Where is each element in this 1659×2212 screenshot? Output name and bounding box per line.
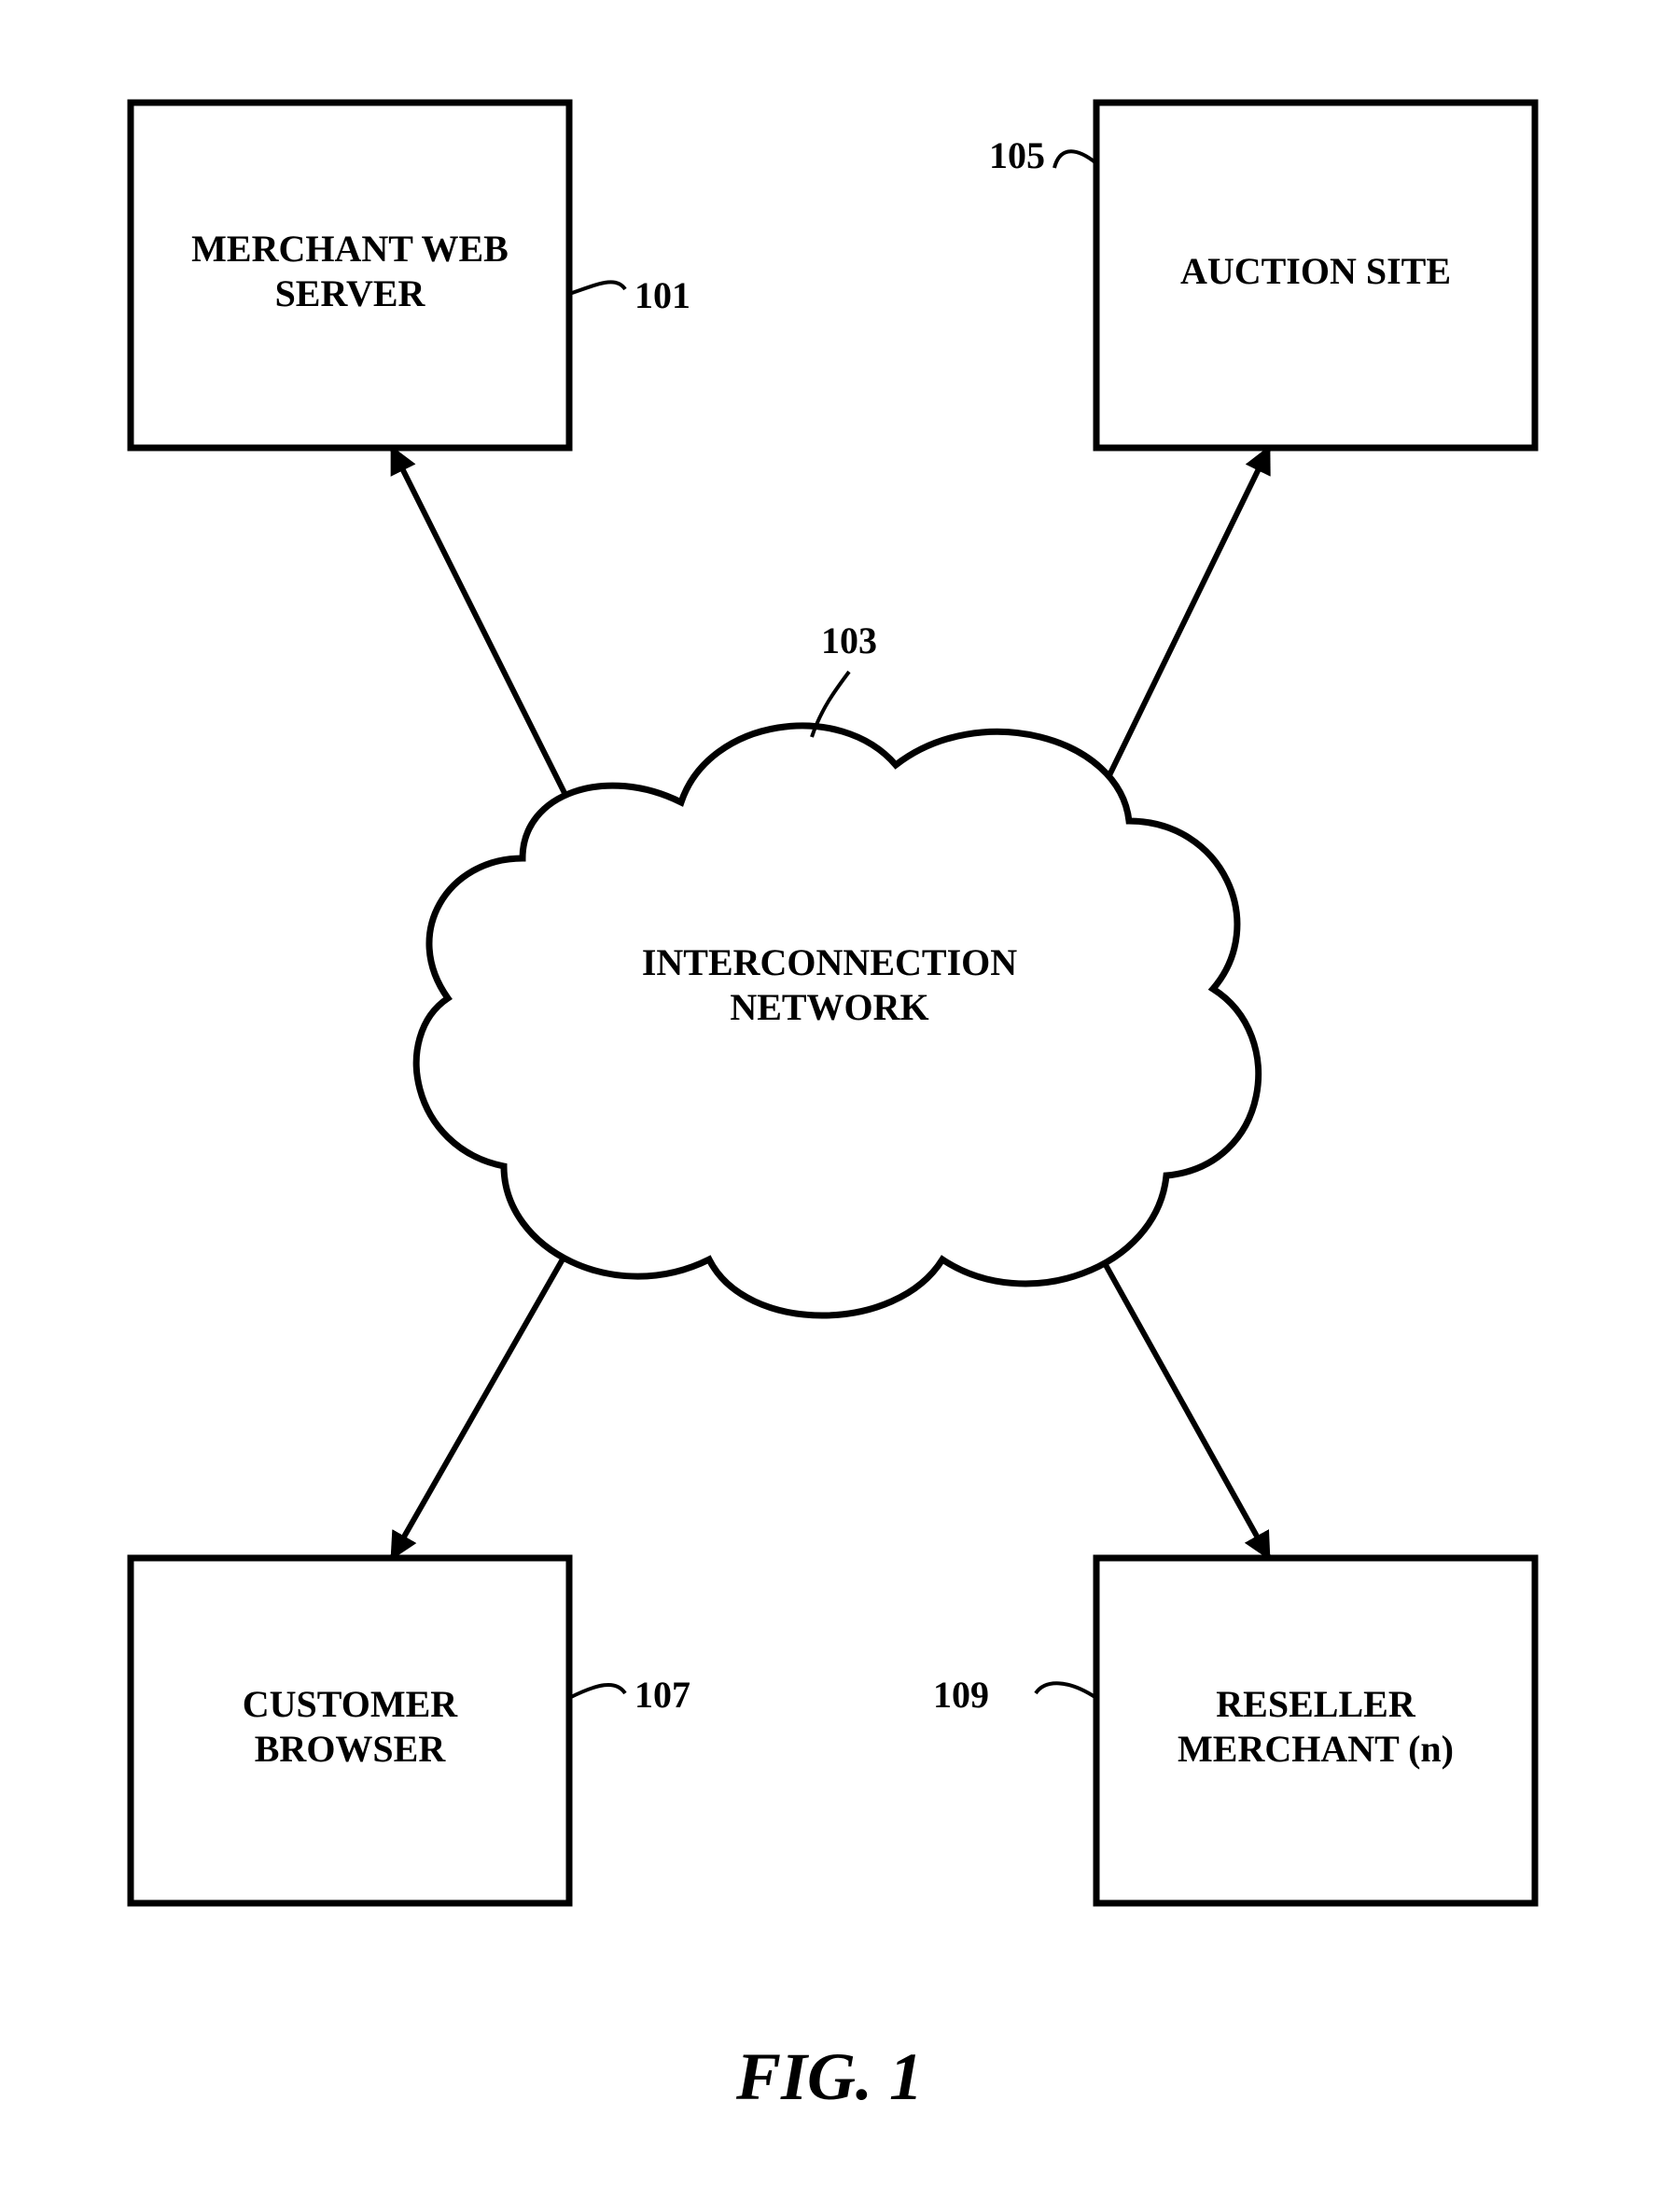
ref-label-auction: 105 [989,134,1045,176]
edge-merchant-cloud [392,448,579,821]
edge-auction-cloud [1092,448,1269,812]
node-cloud-label: NETWORK [730,986,928,1028]
node-reseller-label: RESELLER [1216,1683,1416,1725]
figure-label: FIG. 1 [735,2039,923,2114]
node-customer-label: CUSTOMER [243,1683,459,1725]
node-customer-label: BROWSER [255,1728,447,1770]
ref-label-customer: 107 [634,1674,690,1716]
edge-reseller-cloud [1087,1231,1269,1558]
node-auction-label: AUCTION SITE [1180,250,1451,292]
node-merchant-label: SERVER [275,272,426,314]
ref-label-cloud: 103 [821,619,877,661]
node-reseller-label: MERCHANT (n) [1178,1728,1454,1770]
ref-leader-merchant [569,282,625,294]
ref-label-reseller: 109 [933,1674,989,1716]
node-merchant-label: MERCHANT WEB [191,228,509,270]
ref-label-merchant: 101 [634,274,690,316]
ref-leader-reseller [1036,1683,1096,1698]
node-cloud-label: INTERCONNECTION [642,941,1017,983]
ref-leader-auction [1054,151,1096,168]
edge-customer-cloud [392,1231,579,1558]
ref-leader-customer [569,1685,625,1698]
diagram-canvas: MERCHANT WEBSERVER AUCTION SITE INTERCONNE… [0,0,1659,2212]
